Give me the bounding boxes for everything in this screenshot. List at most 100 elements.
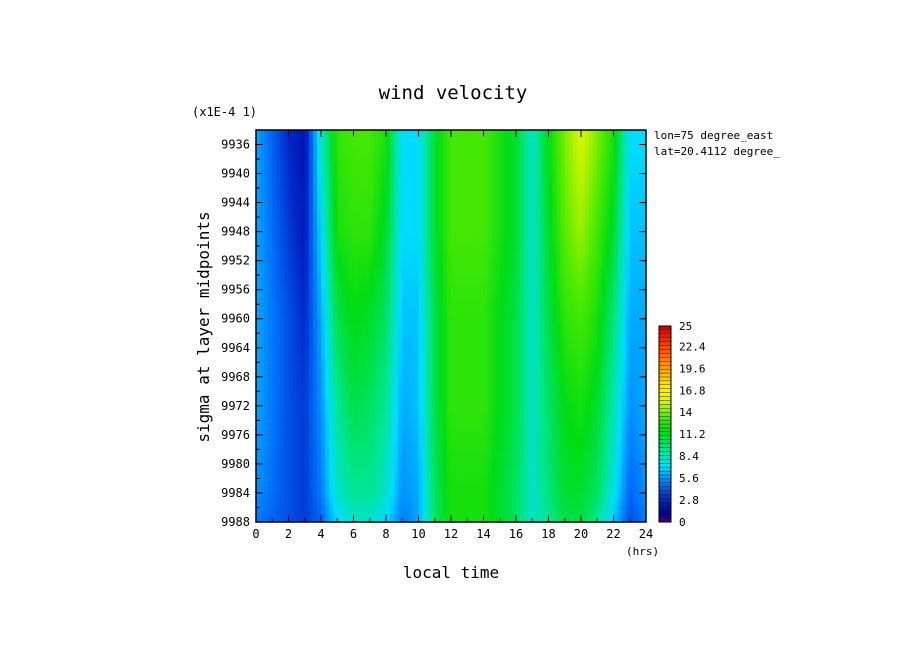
heatmap-cell	[593, 210, 598, 219]
heatmap-cell	[446, 266, 452, 275]
heatmap-cell	[280, 482, 286, 491]
heatmap-cell	[511, 442, 517, 451]
heatmap-cell	[520, 474, 525, 483]
heatmap-cell	[341, 202, 346, 211]
heatmap-cell	[471, 466, 476, 475]
heatmap-cell	[345, 514, 351, 522]
heatmap-cell	[605, 274, 611, 283]
heatmap-cell	[463, 370, 468, 379]
heatmap-cell	[276, 514, 281, 522]
heatmap-cell	[524, 138, 529, 147]
heatmap-cell	[357, 178, 363, 187]
heatmap-cell	[406, 234, 411, 243]
heatmap-cell	[633, 242, 639, 251]
heatmap-cell	[426, 378, 432, 387]
heatmap-cell	[609, 362, 615, 371]
heatmap-cell	[495, 354, 501, 363]
heatmap-cell	[361, 394, 367, 403]
heatmap-cell	[479, 250, 485, 259]
heatmap-cell	[589, 346, 594, 355]
heatmap-cell	[629, 498, 635, 507]
heatmap-cell	[503, 490, 509, 499]
heatmap-cell	[288, 514, 294, 522]
heatmap-cell	[520, 314, 525, 323]
colorbar-tick-label: 5.6	[679, 472, 699, 485]
heatmap-cell	[564, 218, 570, 227]
heatmap-cell	[373, 138, 379, 147]
heatmap-cell	[268, 394, 273, 403]
heatmap-cell	[316, 290, 322, 299]
y-scale-note: (x1E-4 1)	[192, 105, 257, 119]
heatmap-cell	[455, 474, 460, 483]
heatmap-cell	[629, 354, 635, 363]
heatmap-cell	[487, 474, 493, 483]
heatmap-cell	[556, 146, 562, 155]
heatmap-cell	[398, 186, 403, 195]
heatmap-cell	[312, 370, 318, 379]
heatmap-cell	[353, 458, 359, 467]
heatmap-cell	[459, 194, 464, 203]
heatmap-cell	[556, 370, 562, 379]
heatmap-cell	[434, 282, 440, 291]
heatmap-cell	[459, 130, 464, 139]
heatmap-cell	[609, 162, 615, 171]
heatmap-cell	[528, 306, 533, 315]
heatmap-cell	[337, 274, 342, 283]
heatmap-cell	[386, 314, 391, 323]
heatmap-cell	[414, 266, 420, 275]
heatmap-cell	[410, 258, 416, 267]
heatmap-cell	[321, 218, 326, 227]
heatmap-cell	[552, 218, 558, 227]
heatmap-cell	[576, 274, 582, 283]
heatmap-cell	[495, 178, 501, 187]
heatmap-cell	[418, 306, 424, 315]
heatmap-cell	[511, 450, 517, 459]
heatmap-cell	[357, 154, 363, 163]
heatmap-cell	[442, 234, 448, 243]
heatmap-cell	[308, 490, 314, 499]
heatmap-cell	[495, 258, 501, 267]
heatmap-cell	[483, 298, 489, 307]
heatmap-cell	[430, 434, 436, 443]
heatmap-cell	[264, 466, 269, 475]
heatmap-cell	[597, 226, 602, 235]
heatmap-cell	[532, 186, 537, 195]
heatmap-cell	[560, 258, 566, 267]
heatmap-cell	[264, 242, 269, 251]
heatmap-cell	[304, 402, 310, 411]
heatmap-cell	[633, 130, 639, 139]
heatmap-cell	[438, 346, 444, 355]
heatmap-cell	[288, 154, 294, 163]
heatmap-cell	[353, 186, 359, 195]
heatmap-cell	[621, 282, 627, 291]
heatmap-cell	[532, 346, 537, 355]
heatmap-cell	[438, 426, 444, 435]
heatmap-cell	[280, 434, 286, 443]
heatmap-cell	[491, 154, 497, 163]
heatmap-cell	[304, 210, 310, 219]
heatmap-cell	[613, 146, 619, 155]
heatmap-cell	[532, 130, 537, 139]
heatmap-cell	[548, 242, 554, 251]
heatmap-cell	[544, 386, 550, 395]
heatmap-cell	[442, 386, 448, 395]
heatmap-cell	[446, 202, 452, 211]
heatmap-cell	[353, 202, 359, 211]
heatmap-cell	[564, 418, 570, 427]
heatmap-cell	[365, 410, 371, 419]
heatmap-cell	[605, 138, 611, 147]
heatmap-cell	[446, 386, 452, 395]
heatmap-cell	[495, 234, 501, 243]
heatmap-cell	[463, 146, 468, 155]
heatmap-cell	[475, 450, 481, 459]
heatmap-cell	[288, 282, 294, 291]
heatmap-cell	[406, 266, 411, 275]
heatmap-cell	[609, 482, 615, 491]
heatmap-cell	[613, 298, 619, 307]
heatmap-cell	[304, 362, 310, 371]
heatmap-cell	[483, 506, 489, 515]
heatmap-cell	[308, 146, 314, 155]
heatmap-cell	[418, 394, 424, 403]
x-tick-label: 12	[444, 527, 458, 541]
heatmap-cell	[357, 338, 363, 347]
